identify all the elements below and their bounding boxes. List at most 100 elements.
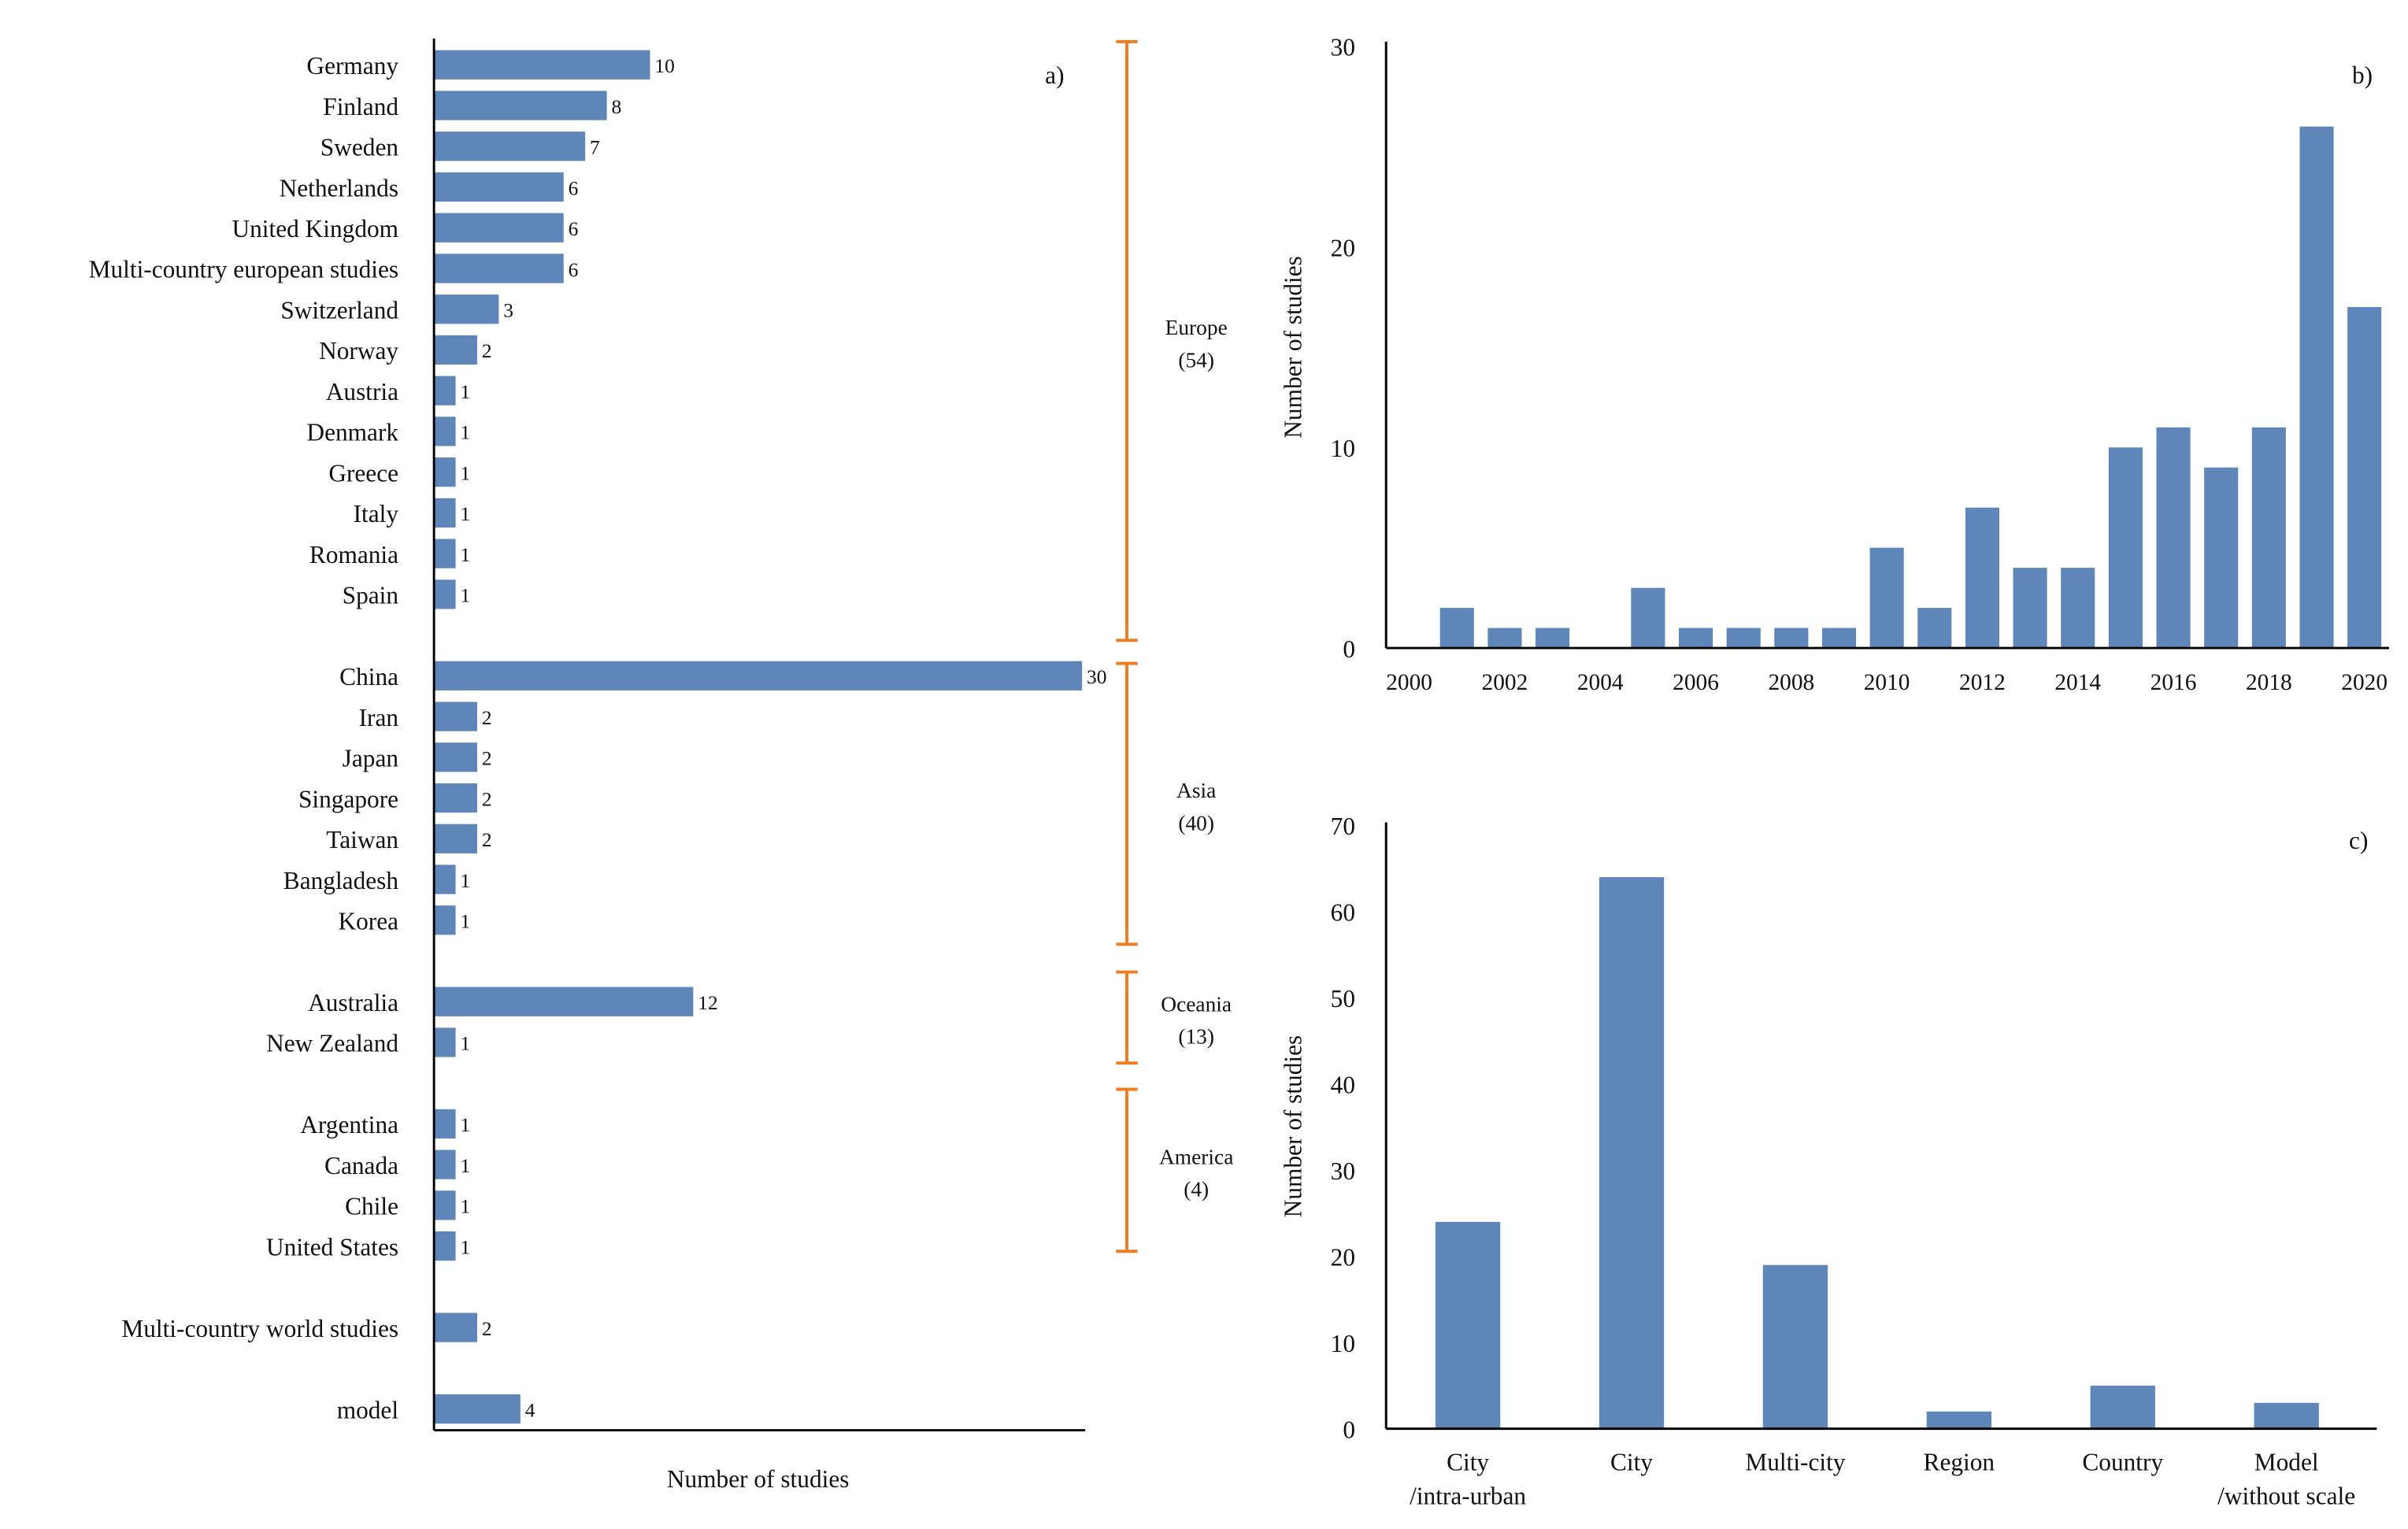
chart-c-studies-by-scale: City/intra-urban City Multi-city Region Coun… <box>1279 813 2377 1510</box>
category-label: Finland <box>323 93 398 120</box>
x-tick-label: 2016 <box>2151 670 2197 695</box>
x-tick-label: Country <box>2082 1449 2163 1476</box>
group-total: (13) <box>1178 1025 1214 1049</box>
bar <box>434 91 607 120</box>
bar <box>1536 628 1570 649</box>
data-label: 1 <box>460 1154 470 1177</box>
category-label: Bangladesh <box>283 867 399 894</box>
bar <box>434 294 499 324</box>
y-tick-label: 60 <box>1331 899 1355 927</box>
bar <box>1631 587 1665 649</box>
y-tick-label: 50 <box>1331 985 1355 1013</box>
bar <box>434 1109 456 1139</box>
y-tick-label: 30 <box>1331 1157 1355 1185</box>
data-label: 7 <box>590 136 600 159</box>
data-label: 10 <box>654 54 674 77</box>
data-label: 12 <box>698 991 717 1014</box>
bar <box>434 1190 456 1220</box>
bar <box>1439 608 1474 649</box>
y-tick-label: 70 <box>1331 813 1355 840</box>
x-tick-label: Model <box>2254 1449 2319 1476</box>
bar <box>1869 547 1904 649</box>
bar <box>434 1394 520 1424</box>
category-label: Austria <box>326 378 398 405</box>
category-label: Singapore <box>298 785 398 813</box>
data-label: 1 <box>460 543 470 566</box>
data-label: 1 <box>460 910 470 933</box>
category-label: Norway <box>319 337 398 365</box>
data-label: 2 <box>482 1317 492 1340</box>
category-label: Korea <box>338 907 398 935</box>
x-tick-label: 2012 <box>1959 670 2006 695</box>
data-label: 1 <box>460 869 470 892</box>
category-label: Spain <box>343 582 399 609</box>
bar <box>434 335 478 365</box>
x-tick-label: 2014 <box>2054 670 2101 695</box>
bar <box>2156 427 2191 649</box>
category-label: Sweden <box>320 134 399 161</box>
category-label: China <box>339 663 398 690</box>
data-label: 2 <box>482 747 492 770</box>
chart-a-country-bars: 10 Germany 8 Finland 7 Sweden 6 Netherlands 6 Uni… <box>89 38 1233 1493</box>
bar <box>2061 568 2095 649</box>
group-total: (4) <box>1184 1178 1209 1201</box>
category-label: Iran <box>359 704 399 731</box>
category-label: Netherlands <box>280 174 398 202</box>
data-label: 8 <box>611 95 621 118</box>
data-label: 1 <box>460 421 470 444</box>
x-tick-label: 2002 <box>1482 670 1528 695</box>
bar <box>434 498 456 528</box>
data-label: 1 <box>460 1032 470 1055</box>
bar <box>1726 628 1761 649</box>
category-label: Argentina <box>300 1111 398 1138</box>
bar <box>1965 507 1999 649</box>
category-label: United States <box>266 1233 398 1261</box>
category-label: Multi-country european studies <box>89 256 398 283</box>
bar <box>434 376 456 405</box>
bar <box>434 1027 456 1057</box>
bar <box>434 1150 456 1179</box>
data-label: 1 <box>460 502 470 525</box>
y-tick-label: 10 <box>1331 1330 1355 1357</box>
x-tick-label: /without scale <box>2217 1483 2355 1510</box>
x-tick-label: Region <box>1924 1449 1995 1476</box>
bar <box>434 539 456 568</box>
data-label: 4 <box>525 1398 535 1421</box>
bar <box>1821 628 1857 649</box>
category-label: Multi-country world studies <box>121 1315 398 1342</box>
x-tick-label: City <box>1447 1449 1489 1476</box>
category-label: Germany <box>306 52 398 80</box>
data-label: 2 <box>482 706 492 729</box>
data-label: 3 <box>503 299 513 322</box>
data-label: 1 <box>460 461 470 484</box>
bar <box>434 131 586 161</box>
x-tick-label: 2018 <box>2246 670 2292 695</box>
category-label: Denmark <box>306 419 398 446</box>
x-tick-label: 2020 <box>2341 670 2388 695</box>
bar <box>1678 628 1713 649</box>
bar <box>434 416 456 446</box>
bar <box>1487 628 1522 649</box>
y-tick-label: 0 <box>1343 1416 1355 1443</box>
bar <box>434 987 694 1016</box>
x-tick-label: Multi-city <box>1745 1449 1845 1476</box>
x-tick-label: /intra-urban <box>1410 1483 1526 1510</box>
group-total: (54) <box>1178 348 1214 372</box>
x-axis-title: Number of studies <box>667 1465 850 1493</box>
data-label: 2 <box>482 339 492 362</box>
x-tick-label: 2008 <box>1768 670 1814 695</box>
bar <box>434 579 456 609</box>
bar <box>1435 1221 1501 1429</box>
bar <box>434 1231 456 1261</box>
category-label: model <box>337 1396 399 1423</box>
data-label: 2 <box>482 828 492 851</box>
data-label: 1 <box>460 380 470 403</box>
chart-b-studies-per-year: 0 10 20 30 2000 2002 2004 2006 2008 2010 2012 2014 2… <box>1279 34 2390 695</box>
category-label: New Zealand <box>266 1030 398 1057</box>
data-label: 30 <box>1087 665 1106 688</box>
y-tick-label: 20 <box>1331 1243 1355 1271</box>
y-axis-title: Number of studies <box>1279 256 1306 439</box>
panel-label: a) <box>1045 61 1064 89</box>
bar <box>434 172 564 202</box>
